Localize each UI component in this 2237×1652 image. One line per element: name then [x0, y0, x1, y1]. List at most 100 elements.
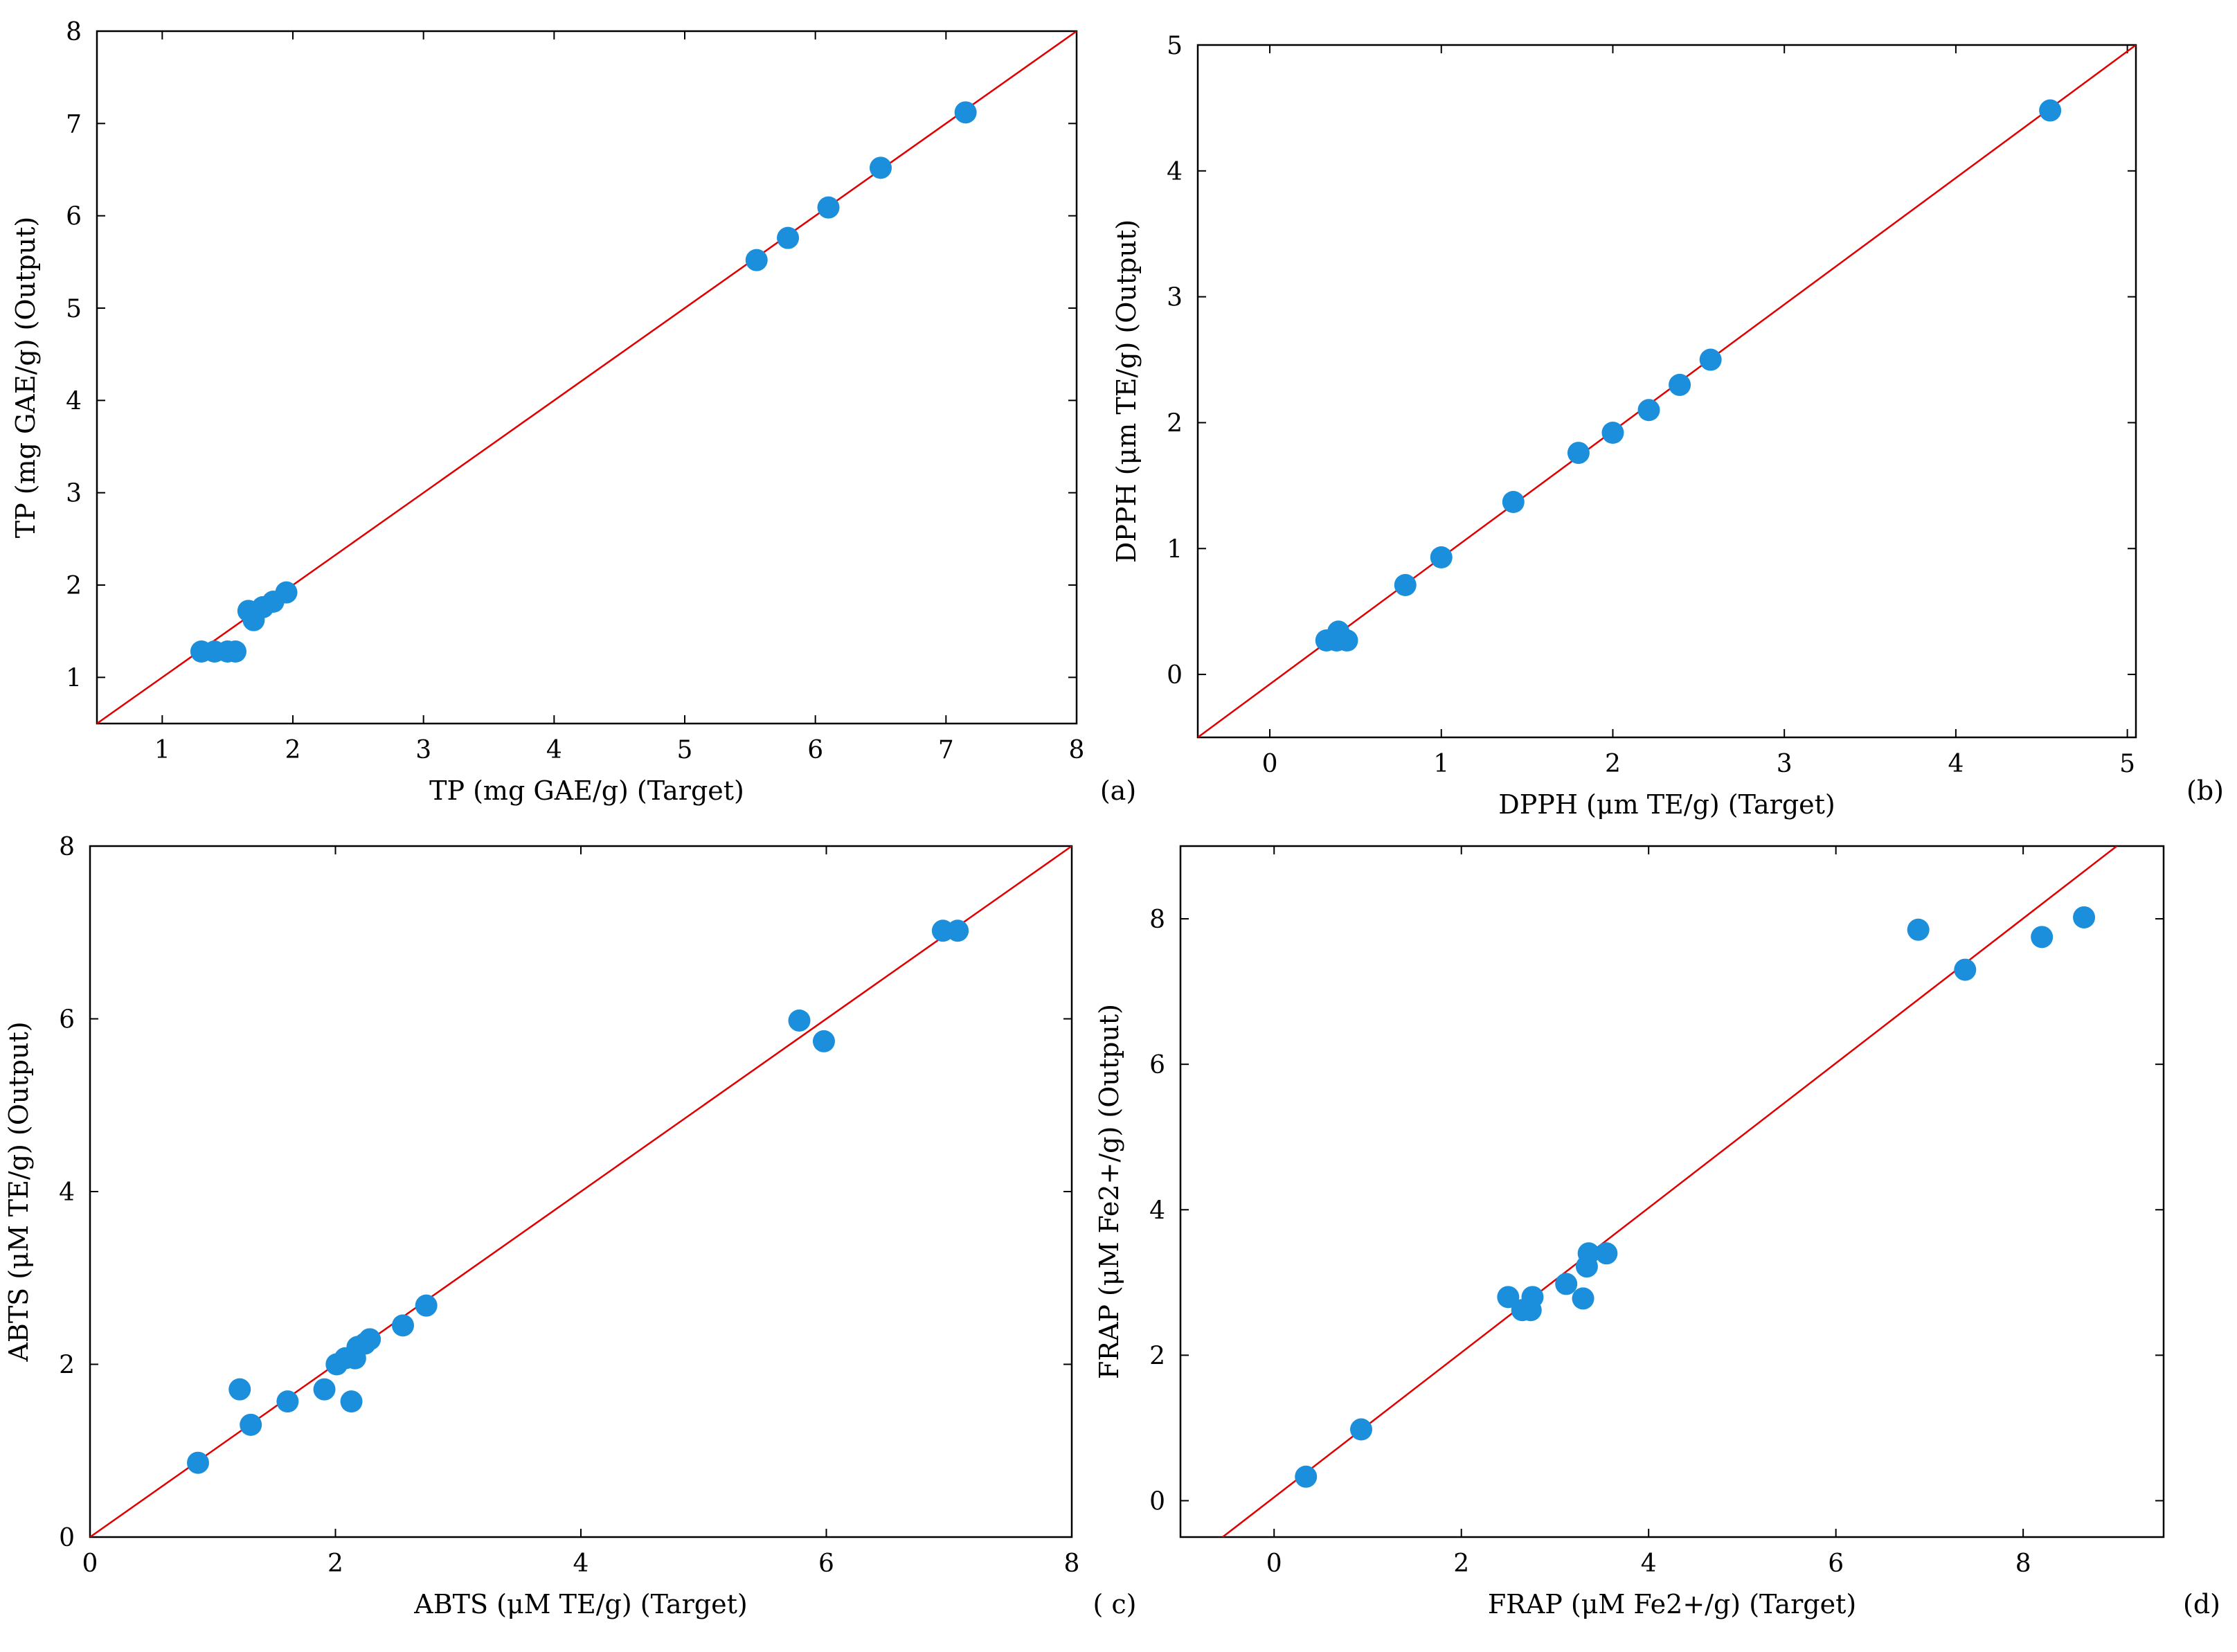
plot-frame-b	[1196, 44, 2137, 739]
x-tick-label-c: 2	[327, 1550, 343, 1578]
data-point-d	[1907, 918, 1930, 941]
x-tick-label-b: 2	[1605, 750, 1621, 778]
data-point-c	[240, 1413, 262, 1436]
x-tick-label-a: 6	[807, 736, 823, 764]
data-point-a	[745, 249, 768, 271]
data-point-b	[1502, 491, 1525, 513]
y-tick-label-b: 4	[1167, 158, 1183, 186]
data-point-a	[275, 581, 298, 604]
fit-line-c	[90, 846, 1072, 1537]
data-point-d	[1295, 1465, 1318, 1488]
y-tick-label-c: 4	[59, 1178, 75, 1207]
y-tick-label-a: 7	[66, 110, 82, 138]
data-point-a	[777, 226, 800, 249]
x-tick-label-d: 0	[1266, 1550, 1282, 1578]
y-tick-label-d: 6	[1149, 1051, 1165, 1079]
data-point-b	[1567, 442, 1590, 465]
y-tick-label-d: 2	[1149, 1342, 1165, 1370]
data-point-d	[1954, 958, 1977, 981]
data-point-d	[2073, 906, 2096, 928]
y-tick-label-b: 2	[1167, 409, 1183, 438]
x-tick-label-a: 7	[938, 736, 954, 764]
data-point-a	[954, 101, 977, 124]
y-tick-label-d: 0	[1149, 1487, 1165, 1516]
y-tick-label-c: 0	[59, 1524, 75, 1552]
x-tick-label-b: 4	[1948, 750, 1964, 778]
data-point-c	[313, 1378, 336, 1401]
data-point-c	[186, 1451, 209, 1474]
plot-frame-d	[1179, 845, 2165, 1538]
data-point-d	[1521, 1286, 1544, 1309]
x-tick-label-b: 5	[2119, 750, 2135, 778]
data-point-b	[1699, 348, 1722, 371]
y-tick-label-d: 4	[1149, 1196, 1165, 1225]
data-point-c	[946, 919, 969, 942]
data-point-c	[812, 1030, 835, 1052]
y-axis-title-d: FRAP (μM Fe2+/g) (Output)	[1094, 1004, 1124, 1379]
data-point-d	[1577, 1242, 1600, 1265]
data-point-b	[1669, 373, 1691, 396]
x-tick-label-a: 2	[285, 736, 301, 764]
y-tick-label-a: 6	[66, 203, 82, 231]
x-tick-label-d: 8	[2015, 1550, 2031, 1578]
data-point-b	[1336, 629, 1358, 652]
data-point-a	[817, 196, 840, 219]
x-tick-label-a: 1	[154, 736, 170, 764]
data-point-b	[1394, 574, 1417, 596]
data-point-b	[2039, 99, 2062, 122]
y-tick-label-b: 3	[1167, 284, 1183, 312]
data-point-c	[340, 1390, 363, 1413]
y-tick-label-a: 2	[66, 572, 82, 600]
y-tick-label-a: 3	[66, 480, 82, 508]
x-tick-label-b: 0	[1262, 750, 1278, 778]
y-tick-label-a: 8	[66, 18, 82, 46]
data-point-d	[1497, 1286, 1520, 1309]
data-point-c	[415, 1294, 438, 1317]
x-axis-title-d: FRAP (μM Fe2+/g) (Target)	[1488, 1589, 1856, 1619]
panel-c: 0 2 4 6 8 0 2 4 6 8 ABTS (μM TE/g) (Target) ABTS …	[3, 833, 1137, 1619]
data-point-c	[276, 1390, 299, 1413]
y-tick-label-b: 5	[1167, 32, 1183, 60]
x-tick-label-c: 8	[1064, 1550, 1080, 1578]
data-point-d	[2031, 926, 2054, 949]
data-point-d	[1555, 1273, 1578, 1295]
y-axis-title-b: DPPH (μm TE/g) (Output)	[1111, 219, 1142, 563]
data-point-d	[1595, 1242, 1618, 1265]
data-point-c	[228, 1378, 251, 1401]
x-tick-label-c: 6	[818, 1550, 834, 1578]
data-point-b	[1637, 399, 1660, 422]
panel-label-a: (a)	[1100, 775, 1136, 806]
y-tick-label-d: 8	[1149, 906, 1165, 934]
y-axis-title-a: TP (mg GAE/g) (Output)	[10, 217, 41, 538]
y-tick-label-c: 2	[59, 1352, 75, 1380]
x-tick-label-b: 1	[1433, 750, 1449, 778]
y-tick-label-b: 0	[1167, 661, 1183, 690]
y-tick-label-a: 5	[66, 295, 82, 323]
x-tick-label-c: 0	[82, 1550, 98, 1578]
data-point-b	[1601, 422, 1624, 444]
x-axis-title-c: ABTS (μM TE/g) (Target)	[413, 1589, 747, 1619]
panel-label-c: ( c)	[1093, 1589, 1136, 1619]
data-point-c	[391, 1314, 414, 1337]
x-tick-label-a: 4	[546, 736, 562, 764]
x-tick-label-a: 5	[677, 736, 693, 764]
data-point-d	[1572, 1287, 1594, 1310]
x-tick-label-d: 4	[1641, 1550, 1657, 1578]
x-tick-label-a: 3	[415, 736, 431, 764]
panel-d: 0 2 4 6 8 0 2 4 6 8 FRAP (μM Fe2+/g) (Target) FRA…	[1094, 845, 2220, 1619]
y-tick-label-a: 1	[66, 664, 82, 692]
y-axis-title-c: ABTS (μM TE/g) (Output)	[3, 1021, 34, 1362]
y-tick-label-a: 4	[66, 387, 82, 415]
x-tick-label-d: 6	[1828, 1550, 1844, 1578]
y-tick-label-c: 8	[59, 833, 75, 861]
data-point-d	[1350, 1418, 1373, 1441]
panel-b: 0 1 2 3 4 5 0 1 2 3 4 5 DPPH (μm TE/g) (Target) DPP…	[1111, 32, 2224, 820]
data-point-a	[224, 640, 246, 663]
y-tick-label-c: 6	[59, 1006, 75, 1034]
x-tick-label-b: 3	[1777, 750, 1793, 778]
data-point-c	[788, 1009, 811, 1032]
fit-line-b	[1198, 45, 2136, 737]
x-axis-title-a: TP (mg GAE/g) (Target)	[429, 775, 744, 806]
